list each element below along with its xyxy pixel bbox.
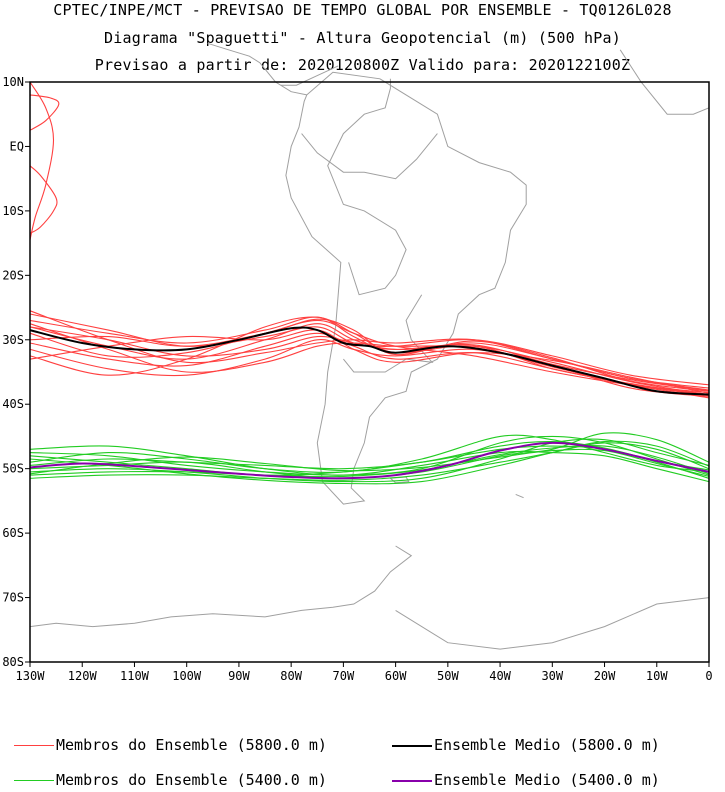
x-tick-label: 20W [594,669,616,683]
y-tick-label: 20S [2,268,24,282]
legend-item-members-5800: Membros do Ensemble (5800.0 m) [14,736,327,754]
y-tick-label: 50S [2,462,24,476]
africa-coast [619,49,710,115]
figure-title-line-2: Diagrama "Spaguetti" - Altura Geopotenci… [104,29,621,47]
series-line-member_5400-4 [29,442,710,481]
series-line-member_5800-13 [29,81,55,241]
series-line-member_5800-11 [29,323,710,397]
x-tick-label: 50W [437,669,459,683]
series-line-member_5400-3 [29,434,710,473]
country-borders-north [301,133,438,180]
legend-swatch-members-5800 [14,745,54,746]
caribbean-coast [280,65,339,86]
x-tick-label: 130W [16,669,46,683]
x-tick-label: 70W [333,669,355,683]
y-tick-label: 30S [2,333,24,347]
series-line-member_5800-14 [29,94,60,131]
country-borders [327,78,407,296]
legend-swatch-mean-5800 [392,744,432,747]
x-tick-label: 80W [280,669,302,683]
series-line-mean_5400 [29,441,710,480]
axes: 130W 120W 110W 100W 90W 80W 70W 60W 50W 40W 30W 20W… [2,75,712,683]
x-tick-label: 0 [705,669,712,683]
y-tick-label: 70S [2,591,24,605]
legend-swatch-members-5400 [14,780,54,781]
y-tick-label: 60S [2,526,24,540]
x-tick-label: 110W [120,669,150,683]
y-tick-label: 10N [2,75,24,89]
series-line-member_5800-12 [29,318,710,392]
legend-label-members-5800: Membros do Ensemble (5800.0 m) [56,736,327,754]
series-line-member_5800-15 [29,165,58,234]
legend-label-mean-5800: Ensemble Medio (5800.0 m) [434,736,660,754]
series-line-mean_5800 [29,326,710,396]
plot-frame [29,81,710,663]
figure-title-line-3: Previsao a partir de: 2020120800Z Valido… [94,56,631,74]
series-line-member_5400-8 [29,445,710,478]
series-line-member_5800-8 [29,316,710,396]
figure-title-line-1: CPTEC/INPE/MCT - PREVISAO DE TEMPO GLOBA… [53,1,672,19]
x-tick-label: 40W [489,669,511,683]
legend-label-members-5400: Membros do Ensemble (5400.0 m) [56,771,327,789]
series-line-member_5400-7 [29,445,710,483]
y-tick-label: 10S [2,204,24,218]
y-tick-label: 80S [2,655,24,669]
x-tick-label: 10W [646,669,668,683]
series-layer [29,81,710,485]
spaghetti-chart: 130W 120W 110W 100W 90W 80W 70W 60W 50W 40W 30W 20W… [2,42,713,683]
series-line-member_5400-9 [29,441,710,471]
x-tick-label: 120W [68,669,98,683]
legend-swatch-mean-5400 [392,779,432,782]
series-line-member_5400-10 [29,440,710,485]
legend-item-members-5400: Membros do Ensemble (5400.0 m) [14,771,327,789]
x-tick-label: 30W [541,669,563,683]
coastlines-map [29,42,710,650]
y-tick-label: 40S [2,397,24,411]
legend-item-mean-5800: Ensemble Medio (5800.0 m) [392,736,660,754]
x-tick-label: 90W [228,669,250,683]
central-america-coast [207,42,307,96]
series-line-member_5800-1 [29,323,710,396]
y-tick-label: EQ [10,139,24,153]
legend-label-mean-5400: Ensemble Medio (5400.0 m) [434,771,660,789]
series-line-member_5400-11 [29,448,710,477]
south-georgia [515,493,524,499]
x-tick-label: 60W [385,669,407,683]
south-america-coast [285,71,527,505]
legend-item-mean-5400: Ensemble Medio (5400.0 m) [392,771,660,789]
x-tick-label: 100W [172,669,202,683]
antarctica-coast [29,545,413,628]
country-borders-south [343,294,434,373]
weddell-coast [395,597,710,650]
